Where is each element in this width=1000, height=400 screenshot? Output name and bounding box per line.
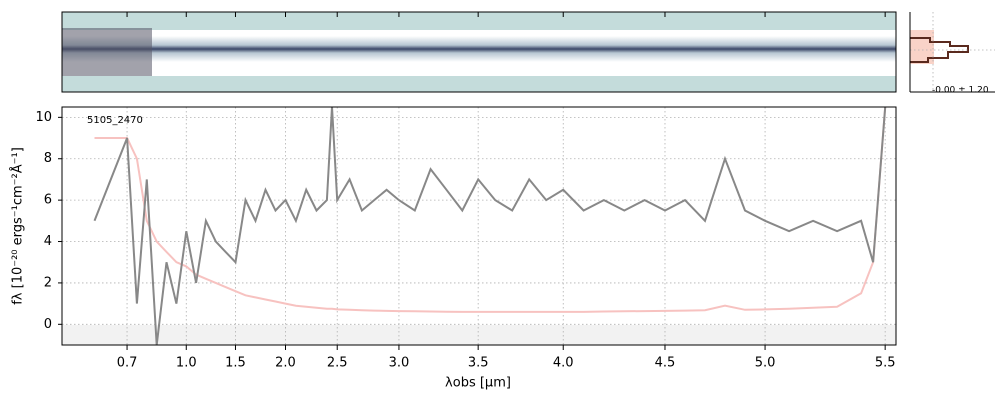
flux-line xyxy=(93,107,887,345)
x-tick-label: 3.0 xyxy=(389,356,410,371)
y-tick-label: 8 xyxy=(44,151,52,166)
x-tick-label: 4.0 xyxy=(553,356,574,371)
x-tick-label: 3.5 xyxy=(468,356,489,371)
x-tick-label: 1.0 xyxy=(176,356,197,371)
x-tick-label: 2.5 xyxy=(327,356,348,371)
y-tick-label: 10 xyxy=(35,110,52,125)
x-tick-label: 1.5 xyxy=(225,356,246,371)
profile-panel: -0.00 ± 1.20 xyxy=(909,12,995,96)
error-line xyxy=(94,107,887,313)
y-tick-label: 2 xyxy=(44,275,52,290)
annotation: 5105_2470 xyxy=(87,115,143,126)
x-axis-label: λobs [μm] xyxy=(445,376,511,391)
y-tick-label: 6 xyxy=(44,193,52,208)
x-tick-label: 4.5 xyxy=(655,356,676,371)
y-tick-label: 4 xyxy=(44,234,52,249)
plot-frame xyxy=(61,106,897,346)
x-tick-label: 0.7 xyxy=(117,356,138,371)
x-tick-label: 2.0 xyxy=(275,356,296,371)
negative-band xyxy=(62,325,896,345)
spectrum-2d xyxy=(61,11,897,93)
profile-label: -0.00 ± 1.20 xyxy=(932,86,989,96)
y-axis-label: fλ [10⁻²⁰ ergs⁻¹cm⁻²Å⁻¹] xyxy=(10,147,26,305)
x-tick-label: 5.5 xyxy=(875,356,896,371)
y-tick-label: 0 xyxy=(44,317,52,332)
x-tick-label: 5.0 xyxy=(755,356,776,371)
